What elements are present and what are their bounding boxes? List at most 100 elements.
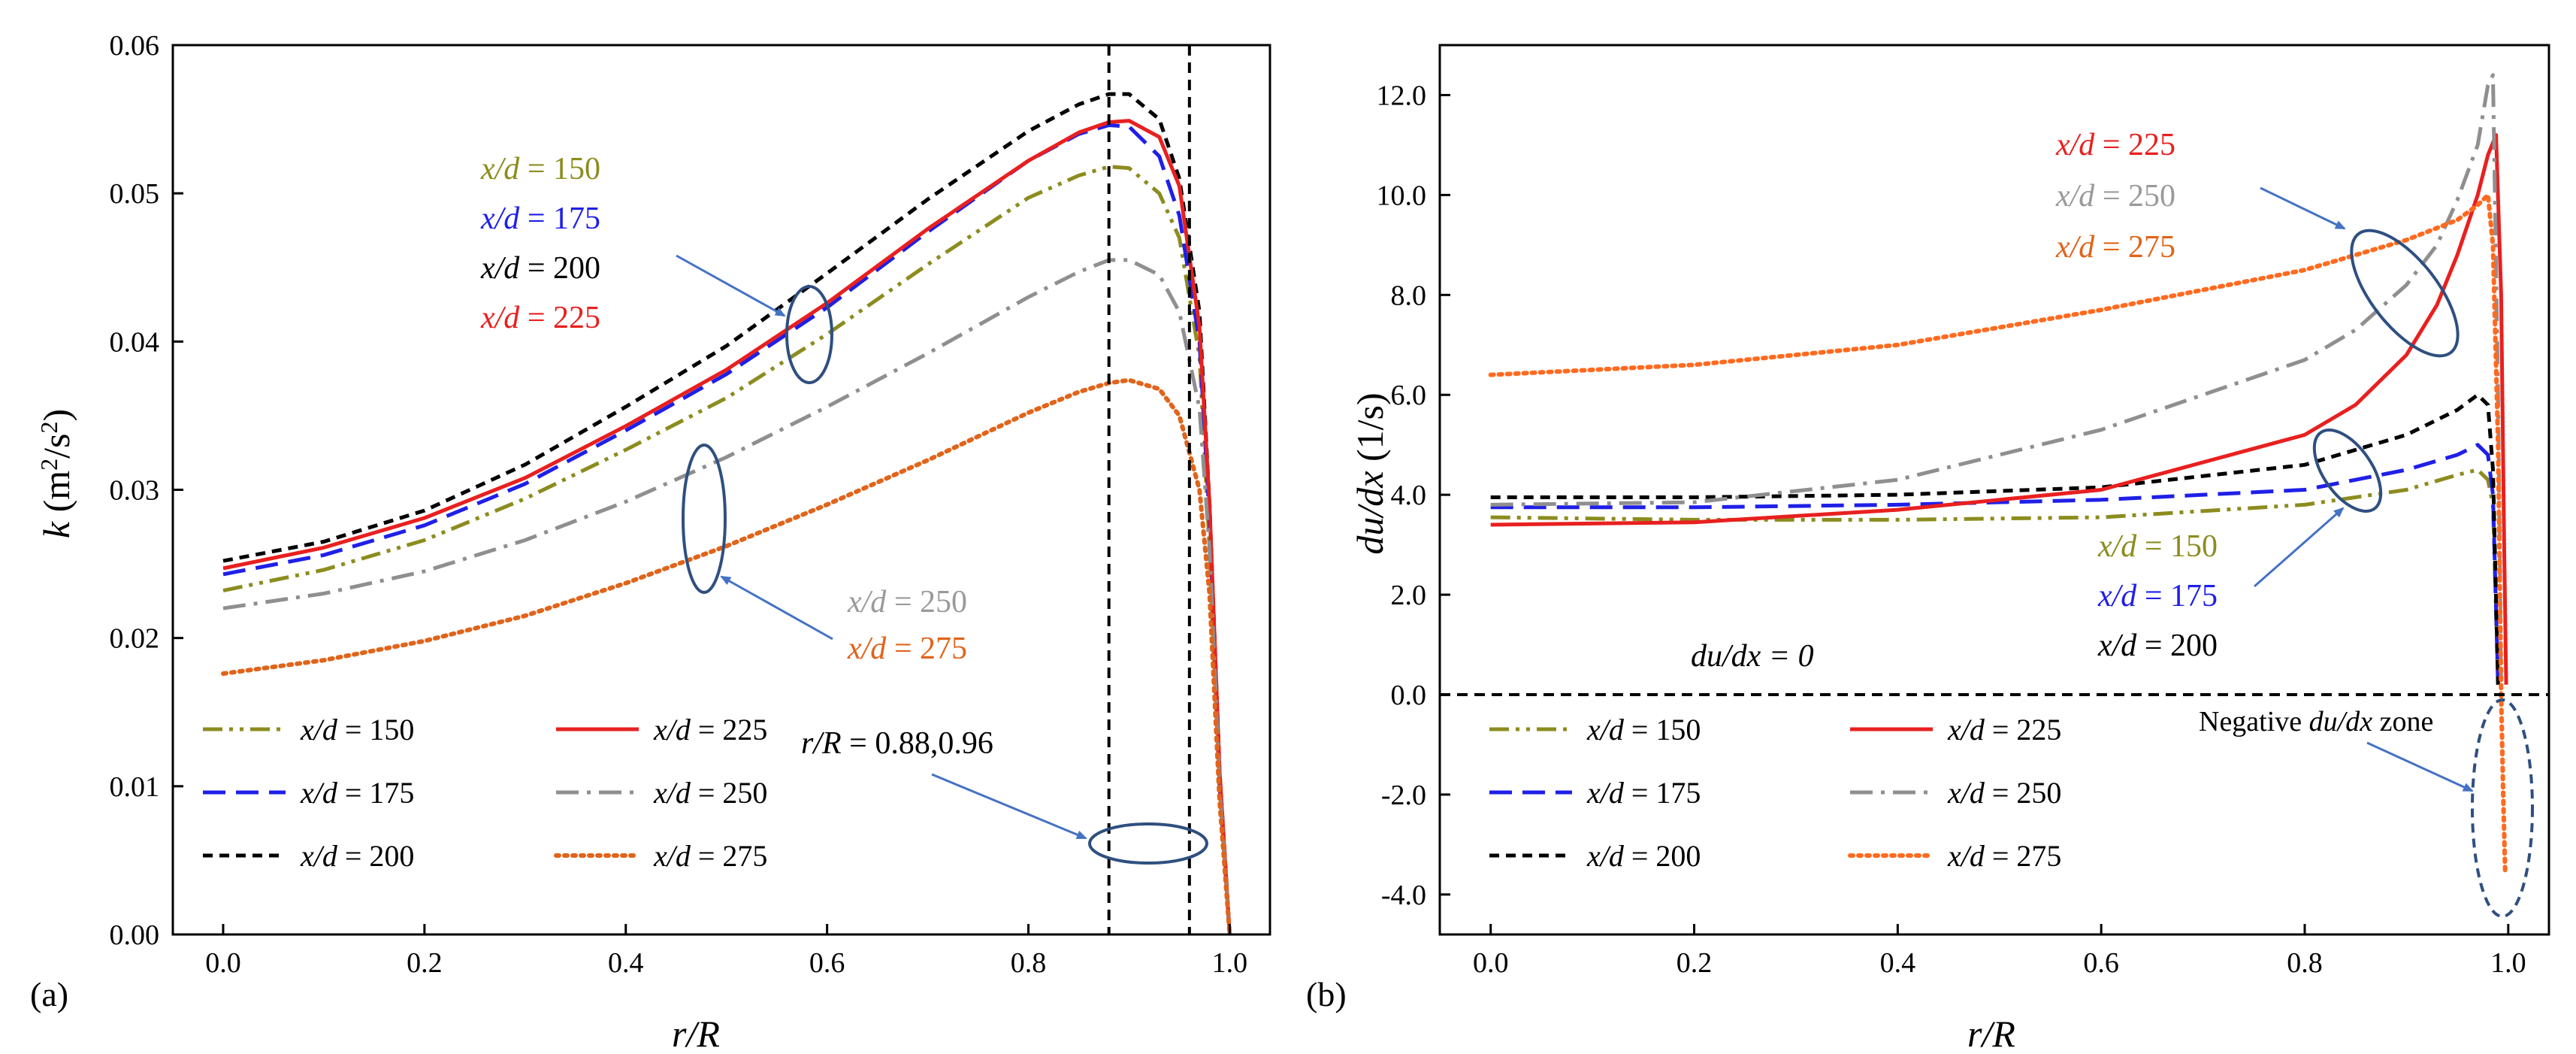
panel-b-xtick-label: 0.6 — [2083, 947, 2119, 979]
a-vline-ellipse — [1088, 822, 1208, 865]
panel-a-ytick-label: 0.02 — [110, 623, 160, 655]
panel-a-ylabel: k (m2/s2) — [35, 409, 77, 538]
panel-b-letter: (b) — [1306, 975, 1347, 1013]
panel-a-upper-annotation: x/d = 150 x/d = 175 x/d = 200 x/d = 225 — [480, 152, 833, 384]
legend-label: x/d = 275 — [1947, 839, 2061, 873]
legend-label: x/d = 275 — [653, 839, 767, 873]
panel-a-lower-annotation: x/d = 250 x/d = 275 — [682, 444, 967, 666]
b-negative-zone-arrow — [2366, 741, 2474, 792]
panel-a-ytick-label: 0.04 — [110, 326, 160, 358]
b-negative-zone-label: Negative du/dx zone — [2199, 706, 2433, 737]
a-upper-ellipse — [785, 285, 833, 384]
panel-b-ytick-label: 6.0 — [1391, 380, 1427, 411]
panel-b-series-250 — [1490, 73, 2503, 685]
xd-value: = 275 — [2094, 230, 2175, 265]
a-lower-275: x/d = 275 — [847, 631, 967, 666]
panel-a-ytick-label: 0.05 — [110, 178, 160, 210]
panel-a-letter: (a) — [30, 975, 68, 1013]
xd-value: = 200 — [337, 839, 415, 873]
a-lower-250: x/d = 250 — [847, 585, 967, 619]
a-upper-arrow — [676, 254, 786, 317]
legend-label: x/d = 225 — [653, 713, 767, 747]
xd-value: = 225 — [691, 713, 768, 747]
legend-label: x/d = 250 — [653, 776, 767, 810]
panel-b-xlabel: r/R — [1967, 1013, 2015, 1054]
panel-b-ticks: 0.0 0.2 0.4 0.6 0.8 1.0 -4.0 -2.0 0.0 2.0 4.0 6.0 8.… — [1377, 80, 2526, 979]
xd-value: = 225 — [519, 301, 600, 335]
legend-label: x/d = 225 — [1947, 713, 2061, 747]
a-vline-note: r/R = 0.88,0.96 — [801, 726, 993, 761]
panel-b-upper-annotation: x/d = 225 x/d = 250 x/d = 275 — [2055, 128, 2460, 358]
panel-b-xtick-label: 1.0 — [2490, 947, 2526, 979]
xd-value: = 200 — [519, 251, 600, 286]
xd-value: = 200 — [2136, 628, 2218, 663]
xd-var: x/d — [2097, 529, 2137, 564]
xd-var: x/d — [1586, 839, 1625, 873]
panel-b-xtick-label: 0.4 — [1880, 947, 1916, 979]
a-upper-225: x/d = 225 — [480, 301, 600, 335]
legend-label: x/d = 150 — [1586, 713, 1701, 747]
b-lower-150: x/d = 150 — [2097, 529, 2218, 564]
b-lower-200: x/d = 200 — [2097, 628, 2218, 663]
legend-label: x/d = 150 — [300, 713, 414, 747]
xd-var: x/d — [300, 713, 338, 747]
xd-var: x/d — [2055, 128, 2095, 162]
a-vline-arrow — [931, 773, 1087, 840]
panel-b-series-275 — [1488, 192, 2508, 877]
legend-label: x/d = 250 — [1947, 776, 2061, 810]
panel-b-series-150 — [1490, 468, 2500, 685]
xd-value: = 250 — [2094, 179, 2175, 214]
panel-b-ylabel-unit: (1/s) — [1349, 392, 1391, 471]
xd-value: = 175 — [337, 776, 415, 810]
panel-a-series-225 — [222, 119, 1232, 935]
xd-var: x/d — [2097, 579, 2137, 613]
panel-b-ytick-label: 2.0 — [1391, 580, 1427, 611]
xd-var: x/d — [480, 251, 520, 286]
b-upper-250: x/d = 250 — [2055, 179, 2175, 214]
xd-value: = 275 — [691, 839, 768, 873]
b-upper-ellipse — [2350, 229, 2460, 358]
xd-value: = 175 — [519, 201, 600, 236]
xd-value: = 250 — [1985, 776, 2062, 810]
xd-var: x/d — [480, 152, 520, 186]
a-upper-150: x/d = 150 — [480, 152, 600, 186]
panel-b-ytick-label: 4.0 — [1391, 480, 1427, 511]
xd-var: x/d — [847, 631, 887, 666]
legend-label: x/d = 175 — [1586, 776, 1701, 810]
panel-a-ylabel-unit: (m2/s2) — [35, 409, 77, 522]
panel-a-series-275 — [221, 377, 1232, 937]
b-upper-275: x/d = 275 — [2055, 230, 2175, 265]
b-negative-zone-var: du/dx — [2309, 706, 2373, 737]
xd-value: = 225 — [1985, 713, 2062, 747]
legend-label: x/d = 175 — [300, 776, 414, 810]
xd-value: = 200 — [1624, 839, 1701, 873]
panel-b-ytick-label: -2.0 — [1381, 780, 1426, 811]
xd-value: = 275 — [886, 631, 967, 666]
xd-var: x/d — [2055, 230, 2095, 265]
xd-var: x/d — [653, 713, 691, 747]
xd-var: x/d — [480, 201, 520, 236]
xd-value: = 225 — [2094, 128, 2175, 162]
panel-b-ytick-label: -4.0 — [1381, 880, 1426, 911]
b-upper-arrow — [2260, 186, 2346, 230]
b-lower-175: x/d = 175 — [2097, 579, 2218, 613]
xd-var: x/d — [653, 776, 691, 810]
panel-a-vlines — [1107, 45, 1191, 934]
panel-a-ytick-label: 0.00 — [110, 919, 160, 951]
panel-a-series — [221, 92, 1232, 937]
legend-label: x/d = 200 — [1586, 839, 1701, 873]
xd-var: x/d — [847, 585, 887, 619]
panel-a-xtick-label: 1.0 — [1212, 947, 1248, 979]
xd-var: x/d — [1947, 713, 1985, 747]
panel-b-series-225 — [1490, 133, 2508, 685]
b-negative-zone-ellipse — [2471, 698, 2534, 918]
xd-var: x/d — [1586, 713, 1625, 747]
panel-a-series-150 — [222, 165, 1232, 935]
panel-a-series-200 — [222, 92, 1232, 935]
panel-a-ytick-label: 0.03 — [110, 475, 160, 507]
xd-value: = 175 — [2136, 579, 2218, 613]
xd-value: = 250 — [691, 776, 768, 810]
panel-b-xtick-label: 0.2 — [1677, 947, 1713, 979]
xd-var: x/d — [1947, 839, 1985, 873]
a-vline-note-rr: r/R — [801, 726, 842, 761]
